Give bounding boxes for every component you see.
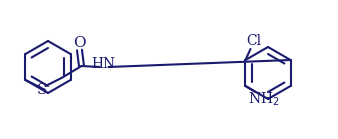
Text: HN: HN	[91, 57, 116, 71]
Text: NH$_2$: NH$_2$	[248, 90, 279, 108]
Text: Cl: Cl	[246, 34, 261, 48]
Text: O: O	[73, 36, 86, 50]
Text: S: S	[36, 83, 47, 97]
